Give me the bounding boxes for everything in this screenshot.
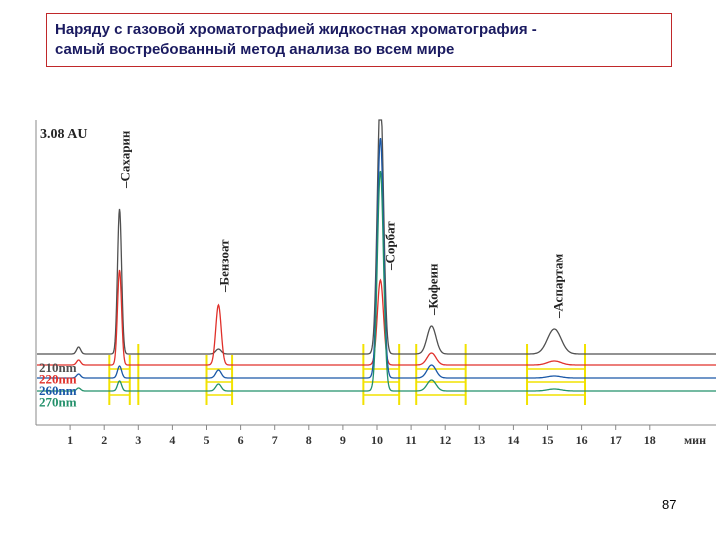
peak-label: –Сорбат [382,221,397,271]
x-tick-label: 13 [473,433,485,447]
legend-label-220nm: 220nm [39,372,77,387]
peak-label: –Бензоат [216,239,231,293]
x-tick-label: 16 [576,433,588,447]
x-tick-label: 6 [238,433,244,447]
x-tick-label: 5 [204,433,210,447]
x-tick-label: 9 [340,433,346,447]
x-tick-label: 11 [405,433,416,447]
legend-label-260nm: 260nm [39,383,77,398]
x-tick-label: 2 [101,433,107,447]
peak-label: –Кофеин [426,263,441,316]
x-tick-label: 10 [371,433,383,447]
x-tick-label: 1 [67,433,73,447]
x-tick-label: 12 [439,433,451,447]
slide-title-line2: самый востребованный метод анализа во вс… [55,41,455,58]
trace-220nm [37,269,716,366]
page-number: 87 [662,497,677,512]
x-tick-label: 8 [306,433,312,447]
x-axis-label: мин [684,433,706,447]
slide-title-box: Наряду с газовой хроматографией жидкостн… [46,13,672,67]
x-tick-label: 18 [644,433,656,447]
x-tick-label: 4 [169,433,175,447]
x-tick-label: 15 [542,433,554,447]
au-label: 3.08 AU [40,127,87,142]
trace-260nm [37,137,716,379]
legend-label-270nm: 270nm [39,395,77,410]
trace-270nm [37,170,716,392]
legend-label-210nm: 210nm [39,360,77,375]
x-tick-label: 17 [610,433,622,447]
slide-title-line1: Наряду с газовой хроматографией жидкостн… [55,21,537,38]
x-tick-label: 14 [507,433,519,447]
peak-label: –Аспартам [550,254,565,319]
x-tick-label: 7 [272,433,278,447]
trace-210nm [37,119,716,355]
peak-label: –Сахарин [118,130,133,189]
x-tick-label: 3 [135,433,141,447]
